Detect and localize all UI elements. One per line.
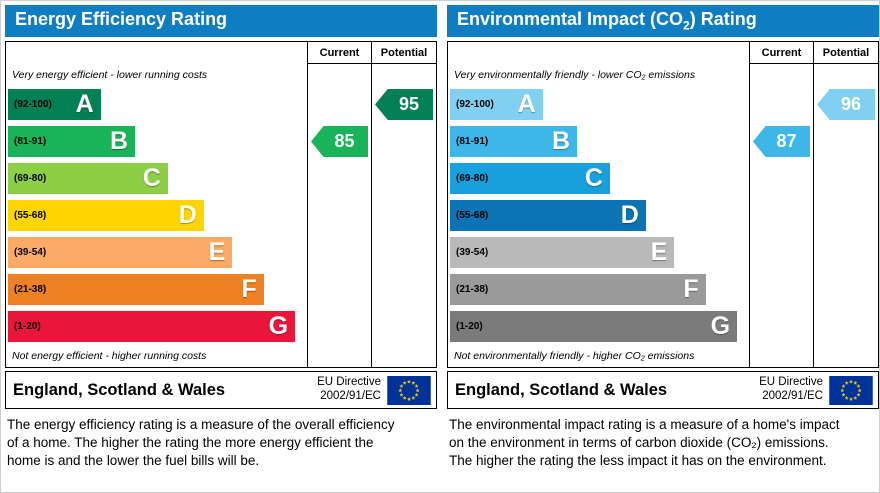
potential-column: 96 — [813, 64, 878, 367]
band-row: (1-20) G — [448, 308, 749, 345]
bands-area: Very environmentally friendly - lower CO… — [448, 64, 749, 367]
band-row: (92-100) A — [448, 86, 749, 123]
band-letter: C — [584, 164, 603, 192]
band-range-label: (55-68) — [14, 210, 47, 221]
band-row: (39-54) E — [448, 234, 749, 271]
current-rating-value: 85 — [334, 131, 355, 151]
energy-rating-chart: Current Potential Very energy efficient … — [5, 41, 437, 368]
band-b: (81-91) B — [450, 126, 578, 157]
band-row: (55-68) D — [6, 197, 307, 234]
potential-column-header: Potential — [371, 42, 436, 64]
band-b: (81-91) B — [8, 126, 136, 157]
band-a: (92-100) A — [8, 89, 101, 120]
band-range-label: (81-91) — [456, 136, 489, 147]
band-c: (69-80) C — [8, 163, 168, 194]
energy-panel-title-bar: Energy Efficiency Rating — [5, 5, 437, 37]
current-rating-value: 87 — [776, 131, 797, 151]
band-range-label: (81-91) — [14, 136, 47, 147]
chart-corner-cell — [448, 42, 749, 64]
band-letter: E — [208, 238, 226, 266]
band-row: (21-38) F — [6, 271, 307, 308]
bands-area: Very energy efficient - lower running co… — [6, 64, 307, 367]
co2-panel-title-bar: Environmental Impact (CO2) Rating — [447, 5, 879, 37]
energy-rating-panel: Energy Efficiency Rating Current Potenti… — [5, 5, 437, 488]
current-column-header: Current — [307, 42, 371, 64]
band-range-label: (21-38) — [14, 284, 47, 295]
bottom-note: Not energy efficient - higher running co… — [12, 350, 207, 362]
eu-directive-label: EU Directive 2002/91/EC — [317, 376, 381, 402]
potential-rating-value: 95 — [398, 94, 420, 114]
band-range-label: (1-20) — [14, 321, 41, 332]
co2-rating-chart: Current Potential Very environmentally f… — [447, 41, 879, 368]
band-letter: B — [110, 127, 129, 155]
eu-flag-icon — [829, 375, 873, 405]
band-row: (92-100) A — [6, 86, 307, 123]
band-row: (81-91) B — [448, 123, 749, 160]
current-column: 87 — [749, 64, 813, 367]
footer-region-label: England, Scotland & Wales — [13, 380, 226, 399]
band-row: (21-38) F — [448, 271, 749, 308]
band-row: (1-20) G — [6, 308, 307, 345]
band-letter: A — [75, 90, 94, 118]
band-row: (55-68) D — [448, 197, 749, 234]
band-letter: C — [142, 164, 161, 192]
band-g: (1-20) G — [450, 311, 738, 342]
potential-rating-value: 96 — [840, 94, 862, 114]
band-range-label: (69-80) — [14, 173, 47, 184]
current-rating-arrow: 85 — [311, 126, 368, 157]
band-row: (69-80) C — [448, 160, 749, 197]
panel-title: Energy Efficiency Rating — [15, 9, 228, 30]
band-row: (39-54) E — [6, 234, 307, 271]
band-letter: G — [710, 312, 731, 340]
band-letter: F — [241, 275, 257, 303]
band-a: (92-100) A — [450, 89, 543, 120]
band-d: (55-68) D — [8, 200, 204, 231]
top-note: Very environmentally friendly - lower CO… — [454, 69, 696, 81]
band-letter: F — [683, 275, 699, 303]
current-column-header: Current — [749, 42, 813, 64]
band-letter: D — [178, 201, 197, 229]
band-range-label: (39-54) — [14, 247, 47, 258]
band-letter: A — [517, 90, 536, 118]
potential-rating-arrow: 95 — [375, 89, 433, 120]
panel-title: Environmental Impact (CO2) Rating — [457, 9, 757, 33]
band-range-label: (1-20) — [456, 321, 483, 332]
footer-region-label: England, Scotland & Wales — [455, 380, 668, 399]
band-e: (39-54) E — [8, 237, 233, 268]
band-letter: E — [650, 238, 668, 266]
band-letter: B — [552, 127, 571, 155]
panel-description: The energy efficiency rating is a measur… — [7, 417, 395, 468]
current-column: 85 — [307, 64, 371, 367]
band-range-label: (69-80) — [456, 173, 489, 184]
eu-flag-icon — [387, 375, 431, 405]
band-letter: D — [620, 201, 639, 229]
band-range-label: (21-38) — [456, 284, 489, 295]
bottom-note: Not environmentally friendly - higher CO… — [454, 350, 695, 362]
band-g: (1-20) G — [8, 311, 296, 342]
potential-column-header: Potential — [813, 42, 878, 64]
chart-footer: England, Scotland & Wales EU Directive 2… — [447, 371, 879, 409]
band-letter: G — [268, 312, 289, 340]
chart-footer: England, Scotland & Wales EU Directive 2… — [5, 371, 437, 409]
band-f: (21-38) F — [450, 274, 706, 305]
current-rating-arrow: 87 — [753, 126, 810, 157]
band-row: (81-91) B — [6, 123, 307, 160]
top-note: Very energy efficient - lower running co… — [12, 69, 208, 81]
band-range-label: (92-100) — [456, 99, 494, 110]
eu-directive-label: EU Directive 2002/91/EC — [759, 376, 823, 402]
band-range-label: (39-54) — [456, 247, 489, 258]
panel-description: The environmental impact rating is a mea… — [449, 417, 840, 468]
potential-column: 95 — [371, 64, 436, 367]
band-range-label: (55-68) — [456, 210, 489, 221]
band-c: (69-80) C — [450, 163, 610, 194]
chart-corner-cell — [6, 42, 307, 64]
co2-rating-panel: Environmental Impact (CO2) Rating Curren… — [447, 5, 879, 488]
band-d: (55-68) D — [450, 200, 646, 231]
band-f: (21-38) F — [8, 274, 264, 305]
band-row: (69-80) C — [6, 160, 307, 197]
potential-rating-arrow: 96 — [817, 89, 875, 120]
band-e: (39-54) E — [450, 237, 675, 268]
band-range-label: (92-100) — [14, 99, 52, 110]
